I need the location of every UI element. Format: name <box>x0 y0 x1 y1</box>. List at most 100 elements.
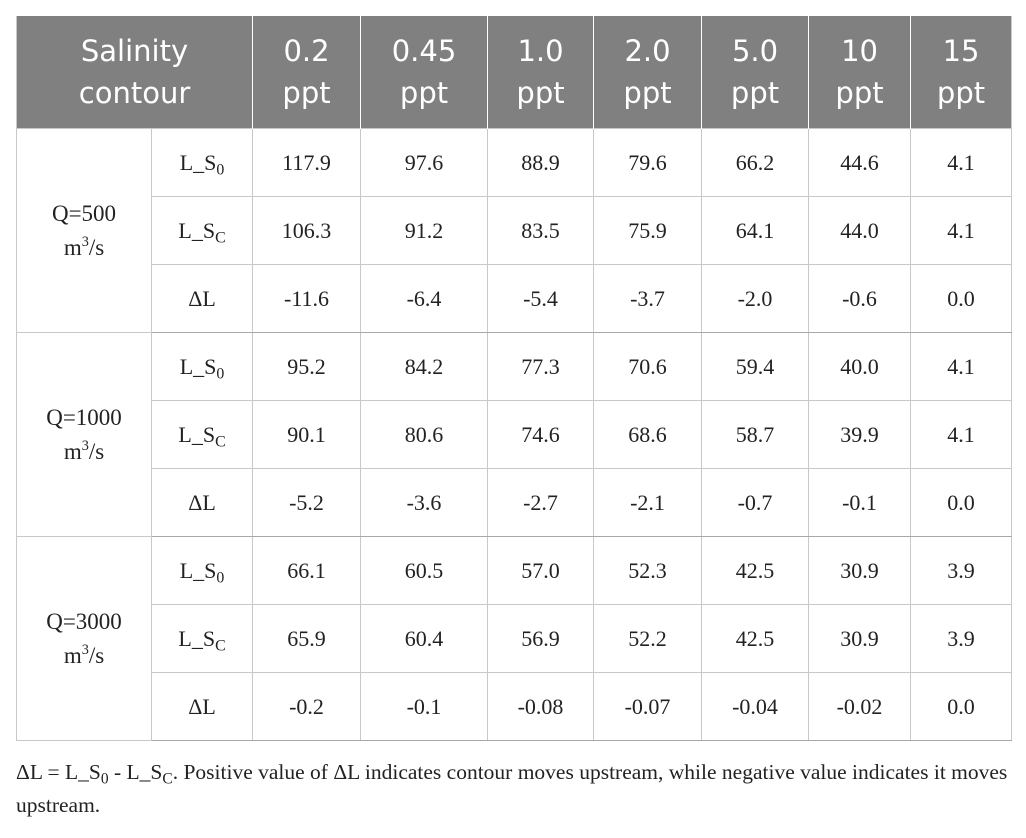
metric-subscript: C <box>215 636 226 654</box>
discharge-group-label: Q=1000 m3/s <box>16 332 152 537</box>
metric-subscript: C <box>215 432 226 450</box>
table-cell: 68.6 <box>593 400 703 469</box>
table-cell: 83.5 <box>487 196 595 265</box>
table-cell: -2.7 <box>487 468 595 537</box>
discharge-unit-base: m <box>63 438 82 464</box>
table-cell: 70.6 <box>593 332 703 401</box>
discharge-group-label: Q=3000 m3/s <box>16 536 152 741</box>
table-cell: -0.2 <box>252 672 362 741</box>
table-cell: 58.7 <box>701 400 810 469</box>
table-cell: 44.6 <box>808 128 912 197</box>
table-cell: 56.9 <box>487 604 595 673</box>
table-cell: 42.5 <box>701 536 810 605</box>
metric-base: L_S <box>179 149 217 175</box>
table-cell: 106.3 <box>252 196 362 265</box>
table-cell: 64.1 <box>701 196 810 265</box>
table-header-row: Salinity contour 0.2 ppt 0.45 ppt 1.0 ppt 2.0 p… <box>16 16 1012 129</box>
discharge-unit: m3/s <box>17 639 151 673</box>
metric-base: L_S <box>179 557 217 583</box>
table-row: L_SC 65.9 60.4 56.9 52.2 42.5 30.9 3.9 <box>17 604 1013 673</box>
table-cell: 0.0 <box>910 468 1013 537</box>
header-cell-10: 10 ppt <box>808 16 911 129</box>
row-metric-label: L_S0 <box>150 332 254 401</box>
table-cell: 60.5 <box>360 536 489 605</box>
table-row: ΔL -0.2 -0.1 -0.08 -0.07 -0.04 -0.02 0.0 <box>17 672 1013 741</box>
table-body: Q=500 m3/s L_S0 117.9 97.6 88.9 79.6 66.2 44.6 4.… <box>16 128 1013 741</box>
table-row: ΔL -11.6 -6.4 -5.4 -3.7 -2.0 -0.6 0.0 <box>17 264 1013 333</box>
table-cell: 59.4 <box>701 332 810 401</box>
table-footnote: ΔL = L_S0 - L_SC. Positive value of ΔL i… <box>16 756 1016 822</box>
table-cell: 44.0 <box>808 196 912 265</box>
header-cell-1_0: 1.0 ppt <box>487 16 594 129</box>
table-row: L_SC 106.3 91.2 83.5 75.9 64.1 44.0 4.1 <box>17 196 1013 265</box>
metric-base: ΔL <box>188 489 216 515</box>
table-cell: 0.0 <box>910 672 1013 741</box>
header-value: 1.0 <box>517 34 564 68</box>
table-cell: 74.6 <box>487 400 595 469</box>
table-cell: 30.9 <box>808 536 912 605</box>
footnote-part1: ΔL = L_S <box>16 760 101 784</box>
table-cell: -3.7 <box>593 264 703 333</box>
header-unit: ppt <box>730 76 780 110</box>
metric-base: ΔL <box>188 693 216 719</box>
discharge-unit-base: m <box>63 234 82 260</box>
footnote-sub2: C <box>162 770 173 788</box>
footnote-part2: - L_S <box>108 760 163 784</box>
discharge-value: Q=1000 <box>46 404 122 430</box>
table-cell: 79.6 <box>593 128 703 197</box>
header-value: 15 <box>942 34 980 68</box>
header-value: 0.2 <box>283 34 330 68</box>
table-cell: -5.4 <box>487 264 595 333</box>
table-cell: -0.6 <box>808 264 912 333</box>
metric-base: L_S <box>178 625 216 651</box>
table-cell: 77.3 <box>487 332 595 401</box>
discharge-value: Q=500 <box>51 200 117 226</box>
footnote-part3: . Positive value of ΔL indicates contour… <box>16 760 1008 817</box>
table-cell: 3.9 <box>910 536 1013 605</box>
metric-subscript: 0 <box>216 160 225 178</box>
row-metric-label: ΔL <box>150 264 254 333</box>
row-metric-label: L_S0 <box>150 536 254 605</box>
discharge-unit-exponent: 3 <box>81 233 89 250</box>
metric-subscript: C <box>215 228 226 246</box>
metric-base: L_S <box>178 217 216 243</box>
header-unit: ppt <box>623 76 672 110</box>
header-cell-2_0: 2.0 ppt <box>593 16 702 129</box>
table-cell: 57.0 <box>487 536 595 605</box>
table-cell: -5.2 <box>252 468 362 537</box>
row-metric-label: L_SC <box>150 604 254 673</box>
discharge-unit-base: m <box>63 642 82 668</box>
discharge-unit-tail: /s <box>88 234 105 260</box>
row-metric-label: L_SC <box>150 400 254 469</box>
metric-base: ΔL <box>188 285 216 311</box>
table-cell: -3.6 <box>360 468 489 537</box>
discharge-group-label: Q=500 m3/s <box>16 128 152 333</box>
row-metric-label: ΔL <box>150 672 254 741</box>
table-cell: -2.0 <box>701 264 810 333</box>
discharge-unit-tail: /s <box>88 438 105 464</box>
header-unit: ppt <box>936 76 986 110</box>
header-unit: ppt <box>282 76 331 110</box>
header-value: 0.45 <box>391 34 457 68</box>
table-cell: 4.1 <box>910 128 1013 197</box>
table-cell: 40.0 <box>808 332 912 401</box>
table-cell: 80.6 <box>360 400 489 469</box>
table-cell: 66.1 <box>252 536 362 605</box>
table-cell: -0.08 <box>487 672 595 741</box>
header-value: 2.0 <box>624 34 671 68</box>
table-cell: -0.04 <box>701 672 810 741</box>
table-cell: 91.2 <box>360 196 489 265</box>
table-cell: 0.0 <box>910 264 1013 333</box>
table-cell: 30.9 <box>808 604 912 673</box>
salinity-contour-table: Salinity contour 0.2 ppt 0.45 ppt 1.0 ppt 2.0 p… <box>16 16 1013 741</box>
table-cell: 52.2 <box>593 604 703 673</box>
table-cell: 97.6 <box>360 128 489 197</box>
table-cell: 117.9 <box>252 128 362 197</box>
metric-subscript: 0 <box>216 568 225 586</box>
table-cell: -0.1 <box>360 672 489 741</box>
table-row: L_SC 90.1 80.6 74.6 68.6 58.7 39.9 4.1 <box>17 400 1013 469</box>
table-cell: 60.4 <box>360 604 489 673</box>
table-cell: 84.2 <box>360 332 489 401</box>
table-cell: 66.2 <box>701 128 810 197</box>
table-row: Q=500 m3/s L_S0 117.9 97.6 88.9 79.6 66.2 44.6 4.… <box>16 128 1013 333</box>
